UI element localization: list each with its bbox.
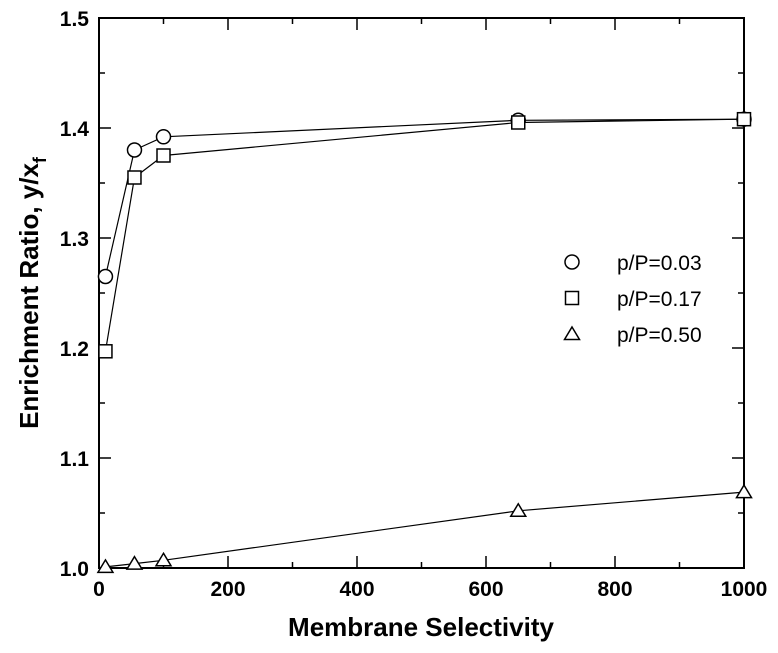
legend-label: p/P=0.17: [617, 288, 702, 311]
y-tick-label: 1.4: [60, 118, 90, 141]
legend-marker-circle: [564, 254, 580, 270]
x-tick-label: 1000: [721, 578, 768, 601]
legend-marker-triangle: [563, 325, 581, 341]
data-point-triangle: [735, 483, 753, 499]
data-point-square: [127, 170, 142, 185]
y-tick-label: 1.5: [60, 8, 90, 31]
data-point-circle: [155, 129, 172, 145]
y-tick-labels: 1.0 1.1 1.2 1.3 1.4 1.5: [60, 8, 90, 581]
y-tick-label: 1.0: [60, 558, 89, 581]
legend-label: p/P=0.50: [617, 324, 702, 347]
data-point-triangle: [125, 555, 144, 570]
data-point-circle: [97, 268, 114, 285]
y-axis-title: Enrichment Ratio, y/xf: [14, 156, 50, 429]
x-tick-label: 200: [210, 578, 245, 601]
legend-label: p/P=0.03: [617, 252, 702, 275]
legend-marker-square: [564, 290, 580, 306]
series-line-3: [105, 491, 745, 568]
y-tick-label: 1.1: [60, 448, 90, 471]
data-point-square: [736, 111, 752, 127]
y-axis-title-subscript: f: [30, 156, 50, 163]
y-axis-title-main: Enrichment Ratio, y/x: [14, 163, 44, 429]
axis-ticks: [98, 17, 745, 569]
x-tick-label: 0: [93, 578, 105, 601]
data-point-square: [511, 115, 526, 130]
data-point-square: [156, 148, 171, 163]
legend: p/P=0.03 p/P=0.17 p/P=0.50: [563, 252, 702, 347]
data-point-triangle: [96, 558, 115, 574]
x-tick-label: 800: [597, 578, 632, 601]
series-line-2: [104, 118, 745, 352]
y-tick-label: 1.2: [60, 338, 89, 361]
y-tick-label: 1.3: [60, 228, 89, 251]
data-point-circle: [126, 142, 143, 158]
x-tick-label: 400: [339, 578, 374, 601]
x-tick-labels: 0 200 400 600 800 1000: [93, 578, 767, 601]
data-point-triangle: [509, 502, 528, 518]
x-axis-title: Membrane Selectivity: [288, 612, 554, 642]
x-tick-label: 600: [468, 578, 503, 601]
series-markers: [96, 111, 753, 574]
data-point-square: [98, 344, 113, 359]
data-point-triangle: [154, 551, 173, 567]
